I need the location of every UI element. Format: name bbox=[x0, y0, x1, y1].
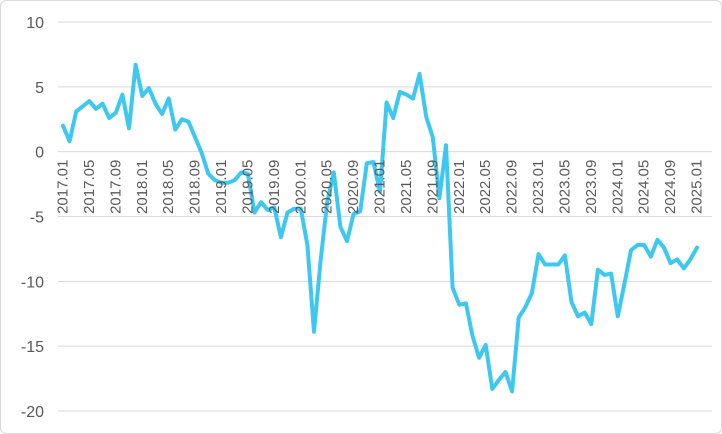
x-tick-label: 2023.05 bbox=[556, 160, 573, 214]
x-tick-label: 2021.05 bbox=[398, 160, 415, 214]
y-axis-tick-labels: 10 5 0 -5 -10 -15 -20 bbox=[21, 15, 44, 421]
x-tick-label: 2018.01 bbox=[134, 160, 151, 214]
x-tick-label: 2022.09 bbox=[504, 160, 521, 214]
x-tick-label: 2019.09 bbox=[266, 160, 283, 214]
series-line bbox=[61, 62, 699, 394]
x-tick-label: 2019.05 bbox=[239, 160, 256, 214]
x-tick-label: 2021.09 bbox=[424, 160, 441, 214]
series-layer bbox=[61, 62, 699, 394]
x-tick-label: 2024.05 bbox=[636, 160, 653, 214]
y-tick-label: 0 bbox=[35, 145, 44, 162]
y-tick-label: 5 bbox=[35, 80, 44, 97]
y-tick-label: -5 bbox=[30, 210, 44, 227]
y-tick-label: -20 bbox=[21, 404, 44, 421]
x-tick-label: 2018.09 bbox=[187, 160, 204, 214]
x-axis-tick-labels: 2017.01 2017.05 2017.09 2018.01 2018.05 2018.… bbox=[54, 160, 705, 214]
x-tick-label: 2024.09 bbox=[662, 160, 679, 214]
x-tick-label: 2019.01 bbox=[213, 160, 230, 214]
x-tick-label: 2018.05 bbox=[160, 160, 177, 214]
x-tick-label: 2021.01 bbox=[371, 160, 388, 214]
y-tick-label: -10 bbox=[21, 274, 44, 291]
x-tick-label: 2025.01 bbox=[688, 160, 705, 214]
x-tick-label: 2022.01 bbox=[451, 160, 468, 214]
x-tick-label: 2020.09 bbox=[345, 160, 362, 214]
x-tick-label: 2017.05 bbox=[81, 160, 98, 214]
y-tick-label: -15 bbox=[21, 339, 44, 356]
x-tick-label: 2022.05 bbox=[477, 160, 494, 214]
x-tick-label: 2020.01 bbox=[292, 160, 309, 214]
x-tick-label: 2023.01 bbox=[530, 160, 547, 214]
x-tick-label: 2023.09 bbox=[583, 160, 600, 214]
x-tick-label: 2017.01 bbox=[54, 160, 71, 214]
gridlines bbox=[58, 21, 712, 412]
x-tick-label: 2017.09 bbox=[107, 160, 124, 214]
x-tick-label: 2024.01 bbox=[609, 160, 626, 214]
x-tick-label: 2020.05 bbox=[319, 160, 336, 214]
y-tick-label: 10 bbox=[26, 15, 44, 32]
